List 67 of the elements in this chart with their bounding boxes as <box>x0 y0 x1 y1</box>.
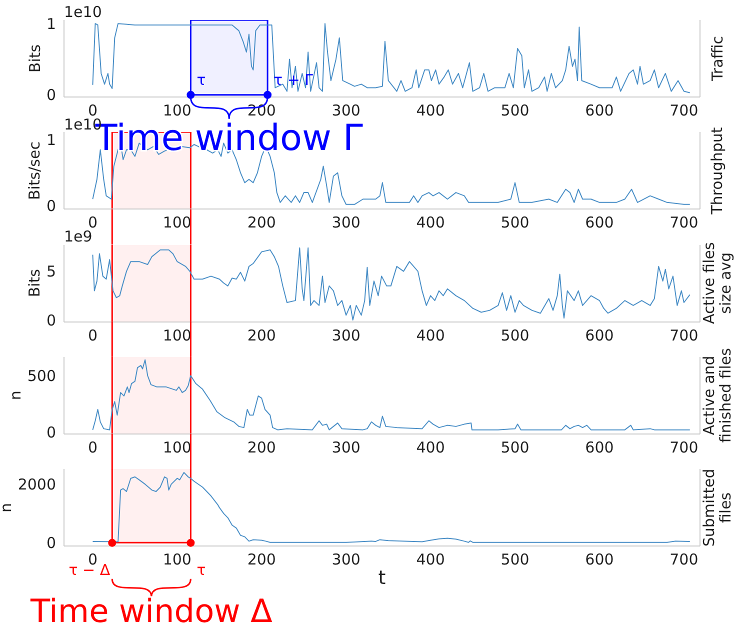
y2-axis-title: Submitted files <box>700 468 734 547</box>
x-tick-label: 100 <box>162 550 192 569</box>
x-tick-label: 400 <box>416 326 445 344</box>
y-axis-title: Bits <box>26 44 44 73</box>
annotation: τ <box>196 560 206 579</box>
x-tick-label: 100 <box>162 438 192 457</box>
annotation: τ <box>196 70 206 89</box>
x-tick-label: 600 <box>585 214 614 232</box>
x-tick-label: 300 <box>332 326 360 344</box>
y-axis-title: n <box>6 390 25 400</box>
y-tick-label: 2000 <box>18 476 56 494</box>
y2-axis-title: Active and finished files <box>700 348 734 443</box>
y2-axis-title: Active files size avg <box>700 242 734 324</box>
y-tick-label: 5 <box>46 262 56 280</box>
x-tick-label: 300 <box>332 214 360 232</box>
line-series <box>92 23 690 94</box>
y2-axis-title: Throughput <box>708 127 726 216</box>
x-tick-label: 500 <box>500 438 530 457</box>
line-series <box>92 472 690 544</box>
x-tick-label: 600 <box>585 438 614 457</box>
y-axis-title: n <box>0 502 16 512</box>
x-tick-label: 400 <box>416 550 445 569</box>
x-tick-label: 400 <box>416 438 445 457</box>
y-axis-title: Bits <box>26 268 44 298</box>
x-tick-label: 700 <box>670 326 698 344</box>
x-tick-label: 500 <box>500 550 530 569</box>
x-tick-label: 0 <box>88 102 98 120</box>
x-tick-label: 600 <box>585 326 614 344</box>
x-tick-label: 300 <box>332 102 360 120</box>
y-tick-label: 0 <box>46 197 56 216</box>
x-tick-label: 500 <box>500 326 530 344</box>
x-tick-label: 0 <box>88 326 98 344</box>
x-tick-label: 100 <box>162 326 192 344</box>
x-tick-label: 400 <box>416 102 445 120</box>
x-tick-label: 300 <box>332 550 360 569</box>
y-tick-label: 1 <box>46 132 56 150</box>
line-series <box>92 359 690 430</box>
y2-axis-title: Traffic <box>708 36 726 82</box>
x-tick-label: 200 <box>247 214 276 232</box>
legend-label: Time window Δ <box>29 592 273 627</box>
x-tick-label: 100 <box>162 214 192 232</box>
y-tick-label: 500 <box>27 366 56 385</box>
x-tick-label: 600 <box>585 102 614 120</box>
x-tick-label: 200 <box>247 550 276 569</box>
x-tick-label: 300 <box>332 438 360 457</box>
x-tick-label: 600 <box>585 550 614 569</box>
x-tick-label: 700 <box>670 214 698 232</box>
x-tick-label: 200 <box>247 102 276 120</box>
y-tick-label: 0 <box>46 534 56 552</box>
y-tick-label: 1 <box>46 14 56 33</box>
x-tick-label: 100 <box>162 102 192 120</box>
x-tick-label: 500 <box>500 102 530 120</box>
x-tick-label: 500 <box>500 214 530 232</box>
x-tick-label: 200 <box>247 438 276 457</box>
line-series <box>92 247 690 320</box>
x-tick-label: 700 <box>670 102 698 120</box>
annotation: 1e10 <box>64 3 102 21</box>
x-tick-label: 200 <box>247 326 276 344</box>
x-tick-label: 0 <box>88 438 98 457</box>
x-tick-label: 700 <box>670 438 698 457</box>
y-tick-label: 0 <box>46 310 56 329</box>
y-tick-label: 0 <box>46 86 56 104</box>
y-axis-title: Bits/sec <box>26 142 44 200</box>
x-axis-title: t <box>378 567 386 590</box>
x-tick-label: 400 <box>416 214 445 232</box>
y-tick-label: 0 <box>46 423 56 442</box>
x-tick-label: 700 <box>670 550 698 569</box>
